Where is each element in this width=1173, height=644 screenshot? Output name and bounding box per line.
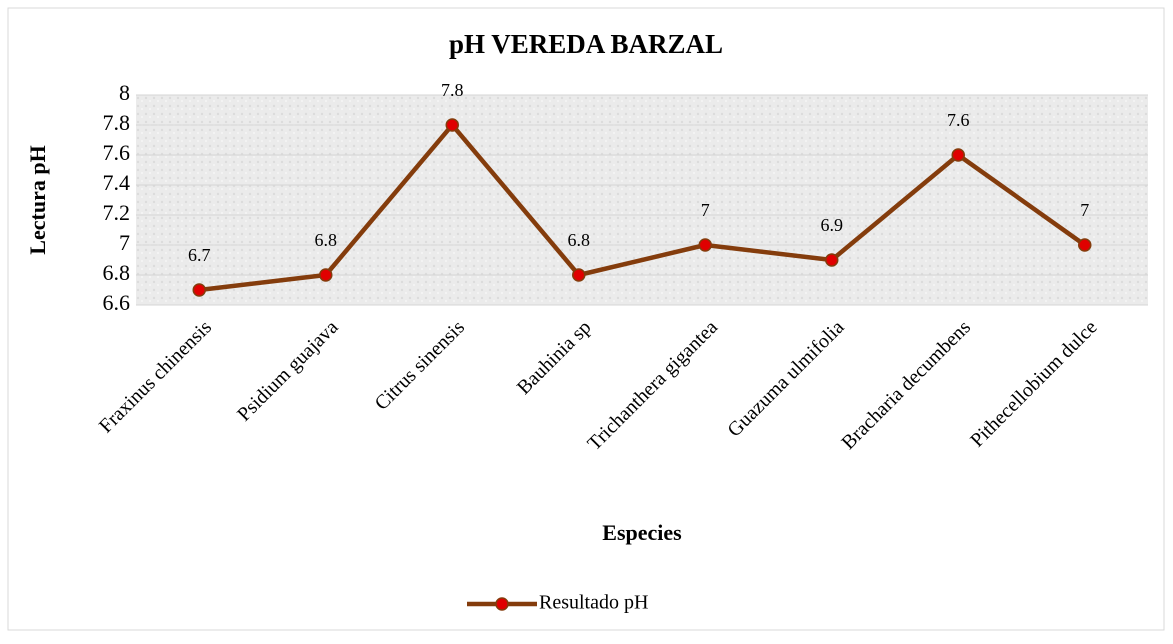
data-label: 6.7 [188,245,211,265]
y-tick-label: 7.6 [103,140,131,165]
y-tick-label: 8 [119,80,130,105]
point-marker [698,238,712,252]
point-marker [319,268,333,282]
point-marker [572,268,586,282]
point-marker [192,283,206,297]
legend-label: Resultado pH [539,592,648,614]
y-tick-label: 7.8 [103,110,131,135]
data-label: 7 [701,200,710,220]
plot-area [136,95,1148,305]
data-label: 7.8 [441,80,464,100]
chart-title: pH VEREDA BARZAL [449,29,723,59]
y-tick-label: 7.4 [103,170,131,195]
y-tick-label: 7.2 [103,200,131,225]
data-label: 7 [1080,200,1089,220]
point-marker [951,148,965,162]
data-label: 7.6 [947,110,970,130]
point-marker [445,118,459,132]
y-tick-label: 6.8 [103,260,131,285]
x-axis-title: Especies [602,520,682,545]
data-label: 6.8 [315,230,338,250]
y-axis-title: Lectura pH [25,145,50,254]
y-tick-label: 7 [119,230,130,255]
data-label: 6.9 [821,215,844,235]
data-label: 6.8 [568,230,591,250]
series-line [198,122,1087,293]
point-marker [825,253,839,267]
y-tick-label: 6.6 [103,290,131,315]
legend-marker [495,597,509,611]
point-marker [1078,238,1092,252]
